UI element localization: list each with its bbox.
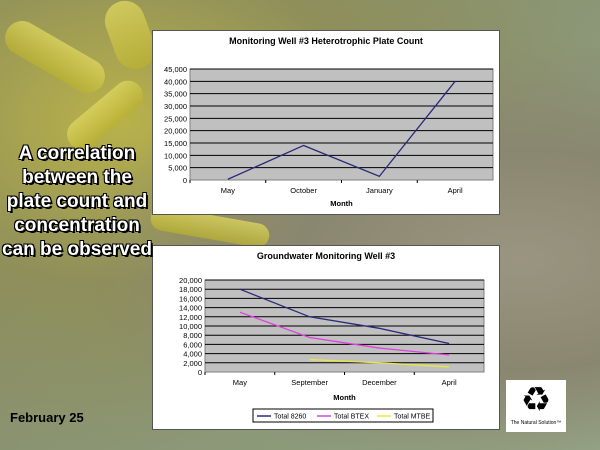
y-tick-label: 45,000 (164, 65, 187, 74)
legend (252, 408, 434, 423)
y-tick-label: 35,000 (164, 90, 187, 99)
logo-text: The Natural Solution™ (510, 420, 562, 426)
slide-date: February 25 (10, 410, 84, 425)
y-tick-label: 15,000 (164, 139, 187, 148)
x-tick-label: January (366, 186, 393, 195)
x-axis-label: Month (330, 199, 353, 208)
chart-title: Monitoring Well #3 Heterotrophic Plate C… (229, 36, 423, 46)
y-tick-label: 40,000 (164, 77, 187, 86)
y-tick-label: 18,000 (179, 285, 202, 294)
y-tick-label: 0 (198, 368, 202, 377)
y-tick-label: 30,000 (164, 102, 187, 111)
y-tick-label: 6,000 (183, 340, 202, 349)
y-tick-label: 16,000 (179, 294, 202, 303)
legend-label: Total MTBE (394, 414, 431, 421)
y-tick-label: 4,000 (183, 350, 202, 359)
chart-plate-count: Monitoring Well #3 Heterotrophic Plate C… (152, 30, 500, 215)
x-tick-label: May (221, 186, 235, 195)
plot-area (189, 68, 494, 181)
y-tick-label: 8,000 (183, 331, 202, 340)
y-tick-label: 25,000 (164, 114, 187, 123)
x-tick-label: December (362, 378, 397, 387)
legend-label: Total 8260 (274, 414, 306, 421)
series-line-plate-count (227, 80, 456, 180)
x-tick-label: May (233, 378, 247, 387)
recycle-icon: ♻ (520, 381, 552, 419)
slide-body-text: A correlation between the plate count an… (2, 143, 152, 260)
x-tick-label: September (291, 378, 328, 387)
series-line-total-8260 (239, 288, 450, 345)
y-tick-label: 20,000 (179, 276, 202, 285)
x-tick-label: April (442, 378, 457, 387)
y-tick-label: 10,000 (164, 151, 187, 160)
chart-title: Groundwater Monitoring Well #3 (257, 251, 395, 261)
chart-groundwater: Groundwater Monitoring Well #3 0 2,000 4,00… (152, 245, 500, 430)
x-tick-label: April (448, 186, 463, 195)
legend-label: Total BTEX (334, 414, 369, 421)
x-tick-label: October (290, 186, 317, 195)
bacteria-decoration (0, 14, 112, 100)
y-tick-label: 5,000 (168, 164, 187, 173)
recycle-logo: ♻ The Natural Solution™ (506, 380, 566, 432)
x-axis-label: Month (333, 393, 356, 402)
series-line-total-btex (239, 311, 450, 356)
y-tick-label: 10,000 (179, 322, 202, 331)
y-tick-label: 12,000 (179, 313, 202, 322)
series-line-total-mtbe (309, 358, 450, 368)
y-tick-label: 0 (183, 176, 187, 185)
y-tick-label: 20,000 (164, 127, 187, 136)
y-tick-label: 14,000 (179, 304, 202, 313)
y-tick-label: 2,000 (183, 359, 202, 368)
